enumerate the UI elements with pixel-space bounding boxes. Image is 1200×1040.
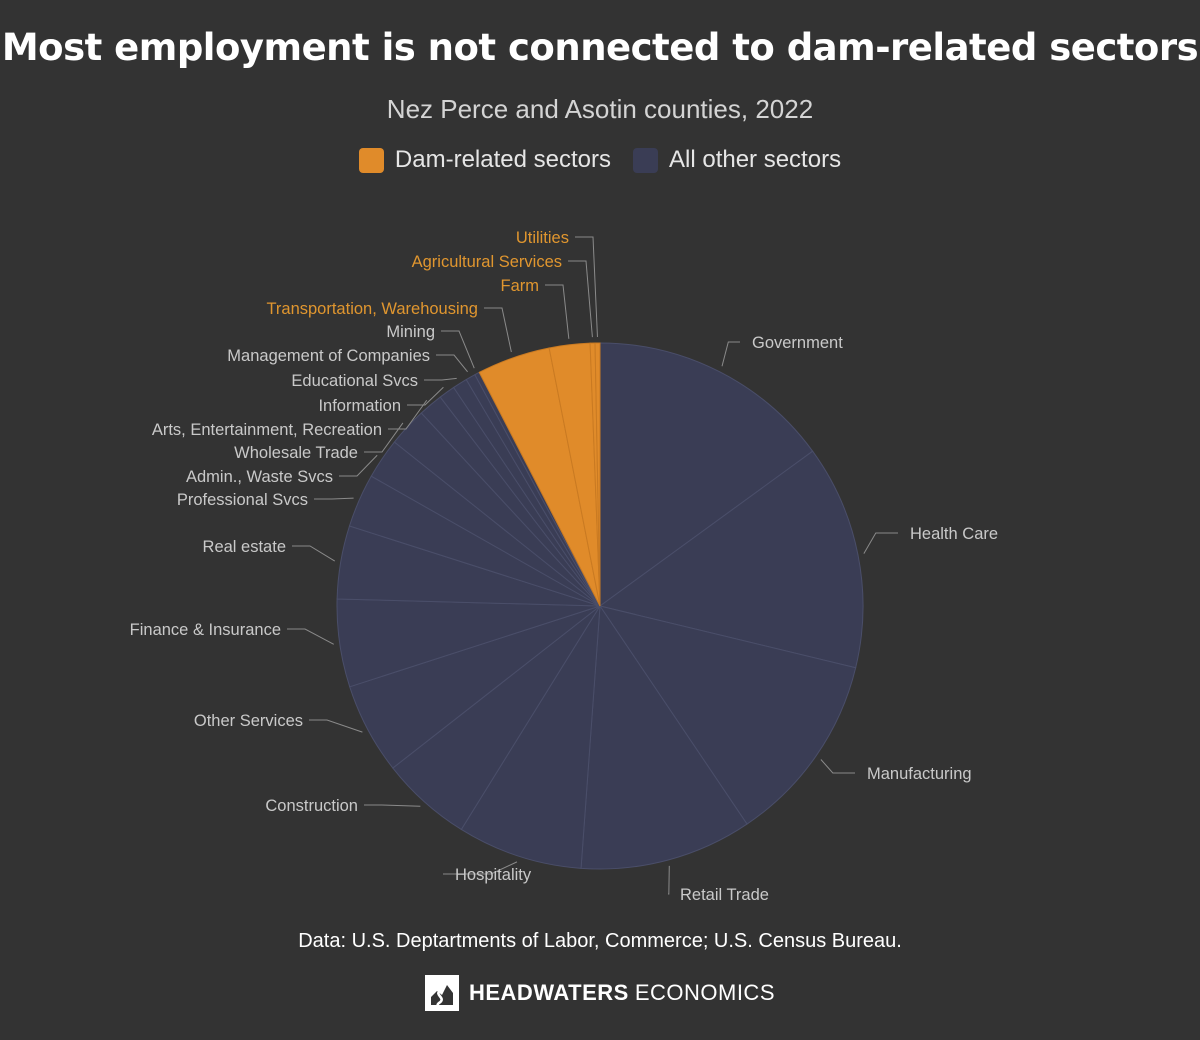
chart-title: Most employment is not connected to dam-…: [1, 26, 1199, 69]
leader-line-wholesale-trade: [364, 422, 404, 453]
slice-label-retail-trade: Retail Trade: [680, 886, 769, 904]
leader-line-construction: [364, 804, 421, 807]
legend-label-dam: Dam-related sectors: [394, 146, 611, 173]
chart-subtitle: Nez Perce and Asotin counties, 2022: [386, 94, 814, 124]
brand-name-bold: HEADWATERS: [468, 980, 629, 1005]
leader-line-mining: [441, 330, 475, 369]
slice-label-government: Government: [752, 334, 843, 352]
slice-label-utilities: Utilities: [516, 229, 569, 247]
slice-label-agricultural-services: Agricultural Services: [412, 253, 562, 271]
pie-slice-government[interactable]: [599, 342, 814, 607]
leader-line-agricultural-services: [568, 260, 593, 338]
legend-label-other: All other sectors: [669, 146, 842, 173]
legend-item-dam[interactable]: Dam-related sectors: [358, 146, 611, 174]
leader-line-utilities: [575, 236, 598, 338]
brand: HEADWATERS ECONOMICS: [0, 975, 1200, 1011]
leader-line-arts-entertainment-recreation: [388, 399, 428, 430]
pie-slice-health-care[interactable]: [598, 450, 864, 669]
leader-line-finance-insurance: [287, 628, 334, 645]
leader-line-admin-waste-svcs: [339, 454, 378, 477]
leader-line-professional-svcs: [314, 497, 354, 500]
leader-line-government: [721, 341, 740, 367]
leader-line-transportation-warehousing: [484, 307, 512, 353]
slice-label-admin-waste-svcs: Admin., Waste Svcs: [186, 468, 333, 486]
slice-label-information: Information: [318, 397, 401, 415]
slice-label-arts-entertainment-recreation: Arts, Entertainment, Recreation: [152, 421, 382, 439]
headwaters-logo-icon: [424, 975, 459, 1011]
slice-label-other-services: Other Services: [194, 712, 303, 730]
slice-label-management-of-companies: Management of Companies: [227, 347, 430, 365]
pie-slice-utilities[interactable]: [594, 342, 601, 607]
slice-label-manufacturing: Manufacturing: [867, 765, 972, 783]
slice-label-hospitality: Hospitality: [455, 866, 532, 884]
pie-slice-manufacturing[interactable]: [598, 605, 857, 825]
leader-line-retail-trade: [668, 865, 670, 895]
leader-line-management-of-companies: [436, 354, 468, 373]
leader-line-farm: [545, 284, 570, 339]
slice-label-finance-insurance: Finance & Insurance: [130, 621, 281, 639]
leader-line-health-care: [863, 532, 898, 554]
leader-line-other-services: [309, 719, 363, 733]
pie-slice-hospitality[interactable]: [460, 605, 601, 869]
slice-label-farm: Farm: [501, 277, 540, 295]
pie-slice-retail-trade[interactable]: [580, 604, 748, 870]
brand-name-light: ECONOMICS: [634, 980, 775, 1005]
legend-swatch-dam: [358, 147, 384, 173]
source-note: Data: U.S. Deptartments of Labor, Commer…: [298, 930, 902, 952]
leader-line-manufacturing: [820, 759, 855, 774]
legend-item-other[interactable]: All other sectors: [633, 146, 841, 174]
leader-line-educational-svcs: [424, 377, 457, 381]
slice-label-transportation-warehousing: Transportation, Warehousing: [266, 300, 478, 318]
leader-line-information: [407, 386, 444, 406]
slice-label-wholesale-trade: Wholesale Trade: [234, 444, 358, 462]
slice-label-professional-svcs: Professional Svcs: [177, 491, 308, 509]
leader-line-real-estate: [292, 545, 336, 562]
slice-label-construction: Construction: [265, 797, 358, 815]
slice-label-real-estate: Real estate: [203, 538, 286, 556]
leader-line-hospitality: [443, 861, 518, 875]
legend: Dam-related sectors All other sectors: [0, 146, 1200, 174]
slice-label-health-care: Health Care: [910, 525, 998, 543]
slice-label-educational-svcs: Educational Svcs: [291, 372, 418, 390]
legend-swatch-other: [633, 147, 658, 173]
slice-label-mining: Mining: [386, 323, 435, 341]
